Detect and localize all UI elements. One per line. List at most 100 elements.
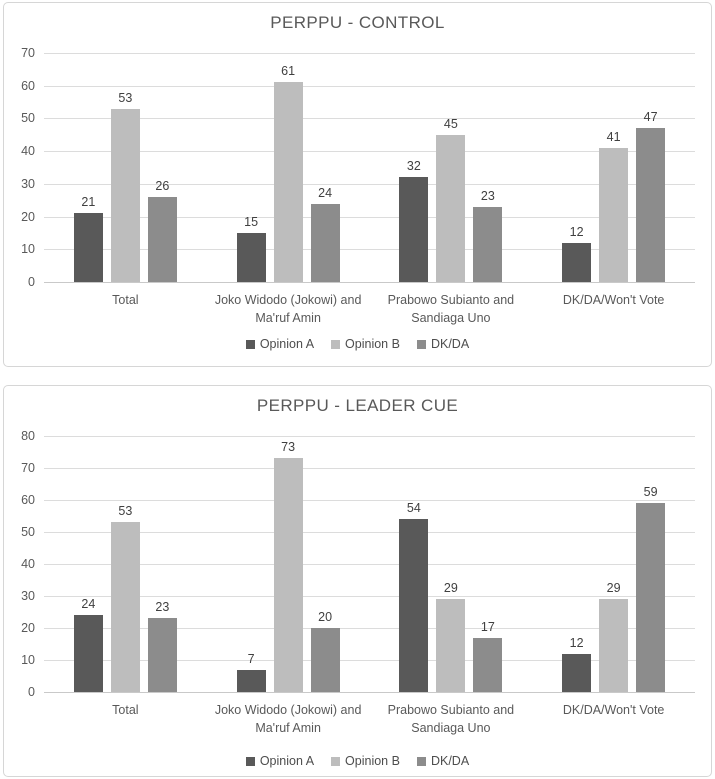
bar-opinion-b [436,599,466,692]
bar-column: 29 [436,436,466,692]
legend-swatch [331,339,341,349]
gridline [44,249,695,251]
gridline [44,216,695,218]
plot-area: 0 10 20 30 40 50 60 70 21 53 26 15 61 24 32 45 23 12 41 47 [21,46,695,289]
legend-item-dk-da: DK/DA [416,754,470,768]
bar-value-label: 17 [480,619,495,634]
y-axis-tick-label: 40 [21,557,35,571]
bar-value-label: 24 [81,597,96,612]
bar-group: 24 53 23 [44,436,207,692]
gridline [44,85,695,87]
bar-opinion-b [110,108,140,282]
gridline [44,596,695,597]
bar-value-label: 12 [569,224,584,239]
bar-column: 32 [399,53,429,282]
legend-label: Opinion B [345,754,400,768]
legend-item-opinion-b: Opinion B [331,754,400,768]
bar-opinion-b [273,458,303,692]
bar-column: 12 [562,53,592,282]
bar-column: 29 [599,436,629,692]
legend-item-dk-da: DK/DA [416,337,470,351]
legend-label: DK/DA [430,754,470,768]
bar-value-label: 7 [247,651,255,666]
bar-value-label: 73 [281,440,296,455]
bar-column: 73 [273,436,303,692]
gridline [44,628,695,629]
bar-dk-da [310,628,340,692]
bar-column: 61 [273,53,303,282]
bar-column: 21 [73,53,103,282]
bar-dk-da [473,206,503,282]
y-axis-tick-label: 70 [21,461,35,475]
bar-opinion-a [562,242,592,282]
bar-opinion-b [273,82,303,282]
bar-opinion-a [399,177,429,282]
gridline [44,151,695,153]
category-label: DK/DA/Won't Vote [562,293,665,307]
bar-column: 7 [236,436,266,692]
gridline [44,183,695,185]
y-axis-tick-label: 20 [21,621,35,635]
category-label: Total [112,293,139,307]
y-axis-tick-label: 40 [21,144,35,159]
bar-value-label: 54 [406,501,421,516]
bar-dk-da [310,203,340,282]
gridline [44,436,695,437]
y-axis-tick-label: 30 [21,589,35,603]
bar-opinion-a [236,232,266,282]
gridline [44,660,695,661]
legend-swatch [245,756,255,766]
bar-opinion-a [73,615,103,692]
y-axis: 0 10 20 30 40 50 60 70 [4,46,35,289]
chart-panel-perppu-leader-cue: PERPPU - LEADER CUE 0 10 20 30 40 50 60 70 80 24… [3,385,712,777]
y-axis-tick-label: 60 [21,78,35,93]
legend-label: Opinion B [345,337,400,351]
plot-area: 0 10 20 30 40 50 60 70 80 24 53 23 7 73 20 54 29 17 12 29 5… [21,429,695,699]
legend: Opinion A Opinion B DK/DA [4,754,711,768]
bar-group: 15 61 24 [207,53,370,282]
gridline [44,500,695,501]
legend-swatch [331,756,341,766]
category-label: DK/DA/Won't Vote [562,703,665,717]
y-axis-tick-label: 20 [21,209,35,224]
chart-area: 0 10 20 30 40 50 60 70 80 24 53 23 7 73 20 54 29 17 12 29 5… [21,429,695,699]
category-label: Joko Widodo (Jokowi) and Ma'ruf Amin [214,293,362,325]
bar-value-label: 23 [480,188,495,203]
bar-dk-da [636,128,666,282]
y-axis-tick-label: 80 [21,429,35,443]
category-label: Prabowo Subianto and Sandiaga Uno [387,703,515,735]
bar-column: 23 [147,436,177,692]
bar-group: 21 53 26 [44,53,207,282]
gridline [44,53,695,54]
y-axis-tick-label: 0 [28,275,35,289]
x-axis-category-labels: Total Joko Widodo (Jokowi) and Ma'ruf Ami… [44,702,695,737]
bar-value-label: 15 [244,214,259,229]
bar-value-label: 53 [118,90,133,105]
bar-column: 15 [236,53,266,282]
bar-opinion-a [236,669,266,692]
bar-value-label: 32 [406,159,421,174]
bar-column: 47 [636,53,666,282]
bar-column: 54 [399,436,429,692]
y-axis-tick-label: 10 [21,653,35,667]
bar-value-label: 59 [643,485,658,500]
category-label: Total [112,703,139,717]
gridline [44,564,695,565]
y-axis-tick-label: 50 [21,111,35,126]
bar-column: 59 [636,436,666,692]
chart-title: PERPPU - LEADER CUE [256,396,459,415]
bar-column: 41 [599,53,629,282]
bar-dk-da [473,637,503,692]
bar-column: 53 [110,53,140,282]
legend-label: DK/DA [430,337,470,351]
bar-column: 20 [310,436,340,692]
legend-swatch [416,339,426,349]
bar-column: 24 [310,53,340,282]
legend-label: Opinion A [259,337,315,351]
bar-value-label: 23 [155,600,170,615]
bar-opinion-a [399,519,429,692]
legend-item-opinion-a: Opinion A [245,754,314,768]
bar-value-label: 61 [281,64,296,79]
chart-panel-perppu-control: PERPPU - CONTROL 0 10 20 30 40 50 60 70 21 53 26 1… [3,2,712,367]
